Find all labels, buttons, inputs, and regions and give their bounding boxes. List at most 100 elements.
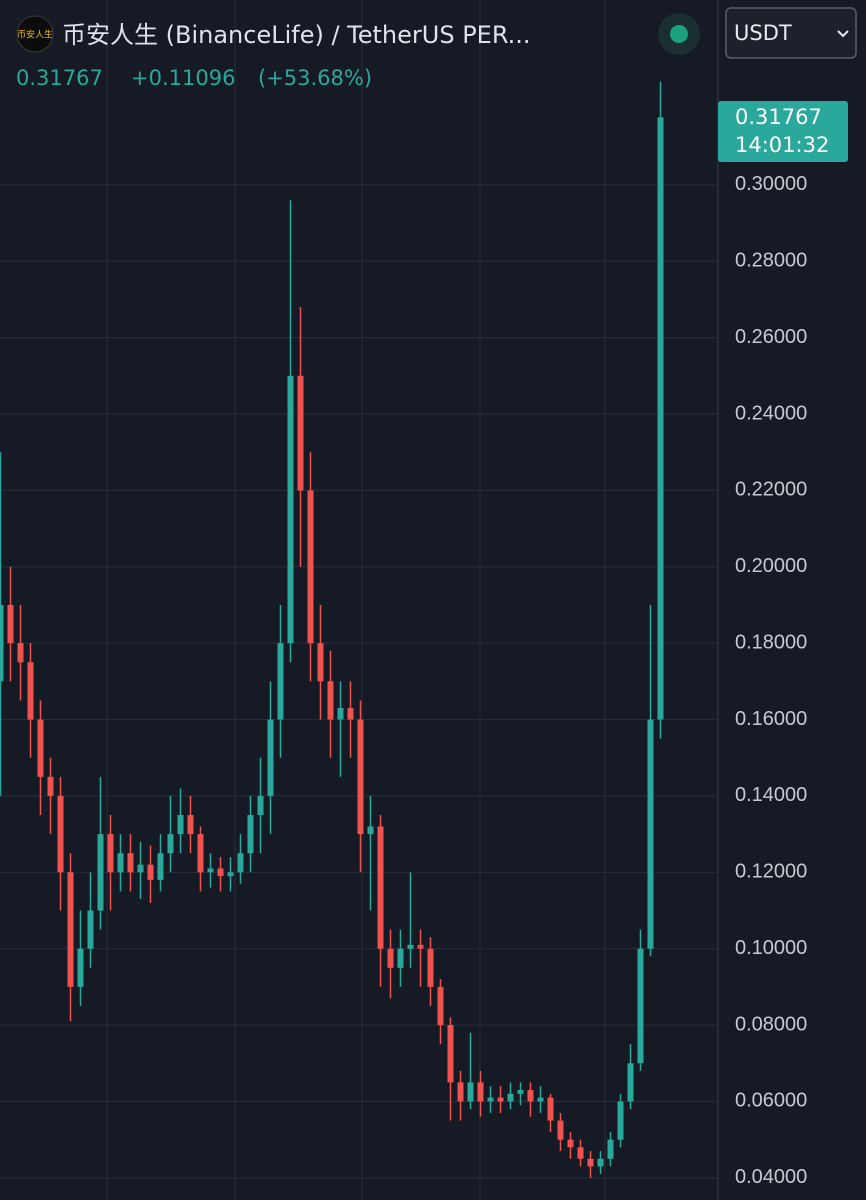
candle-body	[257, 795, 264, 816]
candle-body	[87, 910, 94, 949]
candle-body	[317, 643, 324, 682]
symbol-title: 币安人生 (BinanceLife) / TetherUS PER...	[62, 21, 531, 49]
candle-body	[17, 643, 24, 663]
candle-body	[647, 719, 654, 949]
price-badge: 0.31767 14:01:32	[718, 101, 848, 162]
candle-body	[307, 490, 314, 644]
candle-body	[417, 944, 424, 949]
y-tick-label: 0.14000	[735, 784, 807, 806]
candle-body	[537, 1097, 544, 1102]
price-change-pct: (+53.68%)	[258, 66, 372, 90]
candle-body	[397, 948, 404, 968]
candle-body	[137, 864, 144, 873]
y-tick-label: 0.28000	[735, 250, 807, 272]
candle-body	[237, 853, 244, 873]
currency-label: USDT	[734, 21, 792, 45]
y-tick-label: 0.30000	[735, 173, 807, 195]
candle-body	[37, 719, 44, 777]
candle-body	[657, 117, 664, 720]
candle-body	[157, 853, 164, 880]
candle-body	[597, 1158, 604, 1167]
y-tick-label: 0.10000	[735, 937, 807, 959]
candle-body	[47, 776, 54, 796]
candle-body	[227, 872, 234, 877]
y-tick-label: 0.12000	[735, 861, 807, 883]
y-tick-label: 0.08000	[735, 1013, 807, 1035]
candle-body	[617, 1101, 624, 1140]
candle-body	[127, 853, 134, 873]
candle-body	[517, 1090, 524, 1094]
y-tick-label: 0.26000	[735, 326, 807, 348]
plot-area	[0, 81, 664, 1178]
candle-body	[187, 815, 194, 835]
candle-body	[577, 1147, 584, 1159]
candle-body	[327, 681, 334, 720]
candle-body	[457, 1082, 464, 1102]
candle-body	[547, 1097, 554, 1121]
candle-body	[447, 1025, 454, 1083]
candle-body	[247, 815, 254, 854]
candle-body	[97, 834, 104, 911]
candle-body	[427, 948, 434, 987]
candle-body	[147, 864, 154, 880]
price-change: +0.11096	[131, 66, 235, 90]
candle-body	[0, 604, 4, 682]
badge-bg	[718, 101, 848, 162]
header: 币安人生 币安人生 (BinanceLife) / TetherUS PER..…	[16, 7, 857, 90]
candle-body	[467, 1082, 474, 1102]
candle-body	[337, 708, 344, 720]
candle-body	[497, 1097, 504, 1102]
candle-body	[507, 1093, 514, 1102]
y-tick-label: 0.16000	[735, 708, 807, 730]
y-tick-label: 0.06000	[735, 1090, 807, 1112]
y-tick-label: 0.22000	[735, 479, 807, 501]
candle-body	[27, 662, 34, 720]
candle-body	[587, 1158, 594, 1167]
candle-body	[177, 815, 184, 835]
candle-body	[377, 826, 384, 949]
candle-body	[107, 834, 114, 873]
logo	[16, 15, 54, 53]
candle-body	[77, 948, 84, 987]
candle-body	[637, 948, 644, 1064]
candle-body	[367, 826, 374, 835]
candle-body	[57, 795, 64, 873]
candle-body	[477, 1082, 484, 1102]
candle-body	[437, 986, 444, 1026]
currency-dropdown[interactable]	[725, 7, 857, 59]
candle-body	[387, 948, 394, 968]
dropdown-arrow	[837, 30, 849, 38]
last-price: 0.31767	[16, 66, 103, 90]
y-tick-label: 0.18000	[735, 631, 807, 653]
candle-body	[527, 1090, 534, 1102]
candle-body	[117, 853, 124, 873]
candle-body	[217, 868, 224, 877]
candle-body	[7, 604, 14, 644]
candle-body	[347, 708, 354, 720]
candle-body	[297, 375, 304, 491]
badge-time: 14:01:32	[735, 133, 829, 157]
candle-body	[407, 944, 414, 949]
candle-body	[627, 1063, 634, 1102]
price-axis: 0.04000 0.06000 0.08000 0.10000 0.12000 0.140…	[735, 173, 807, 1188]
logo-text: 币安人生	[17, 29, 53, 41]
candle-body	[567, 1139, 574, 1148]
candle-body	[167, 834, 174, 854]
candle-body	[207, 868, 214, 873]
status-dot	[670, 25, 688, 43]
y-tick-label: 0.24000	[735, 402, 807, 424]
candle-body	[67, 872, 74, 987]
candle-body	[267, 719, 274, 796]
candle-body	[607, 1139, 614, 1159]
candle-body	[277, 643, 284, 720]
badge-price: 0.31767	[735, 105, 822, 129]
candle-body	[287, 375, 294, 644]
y-tick-label: 0.04000	[735, 1166, 807, 1188]
y-tick-label: 0.20000	[735, 555, 807, 577]
candle-body	[197, 834, 204, 873]
candle-body	[557, 1120, 564, 1140]
candle-body	[357, 719, 364, 835]
candle-body	[487, 1097, 494, 1102]
